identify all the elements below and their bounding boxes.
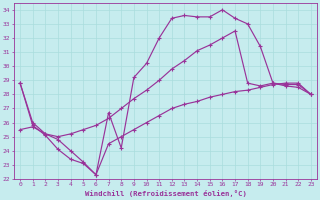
X-axis label: Windchill (Refroidissement éolien,°C): Windchill (Refroidissement éolien,°C) <box>84 190 246 197</box>
